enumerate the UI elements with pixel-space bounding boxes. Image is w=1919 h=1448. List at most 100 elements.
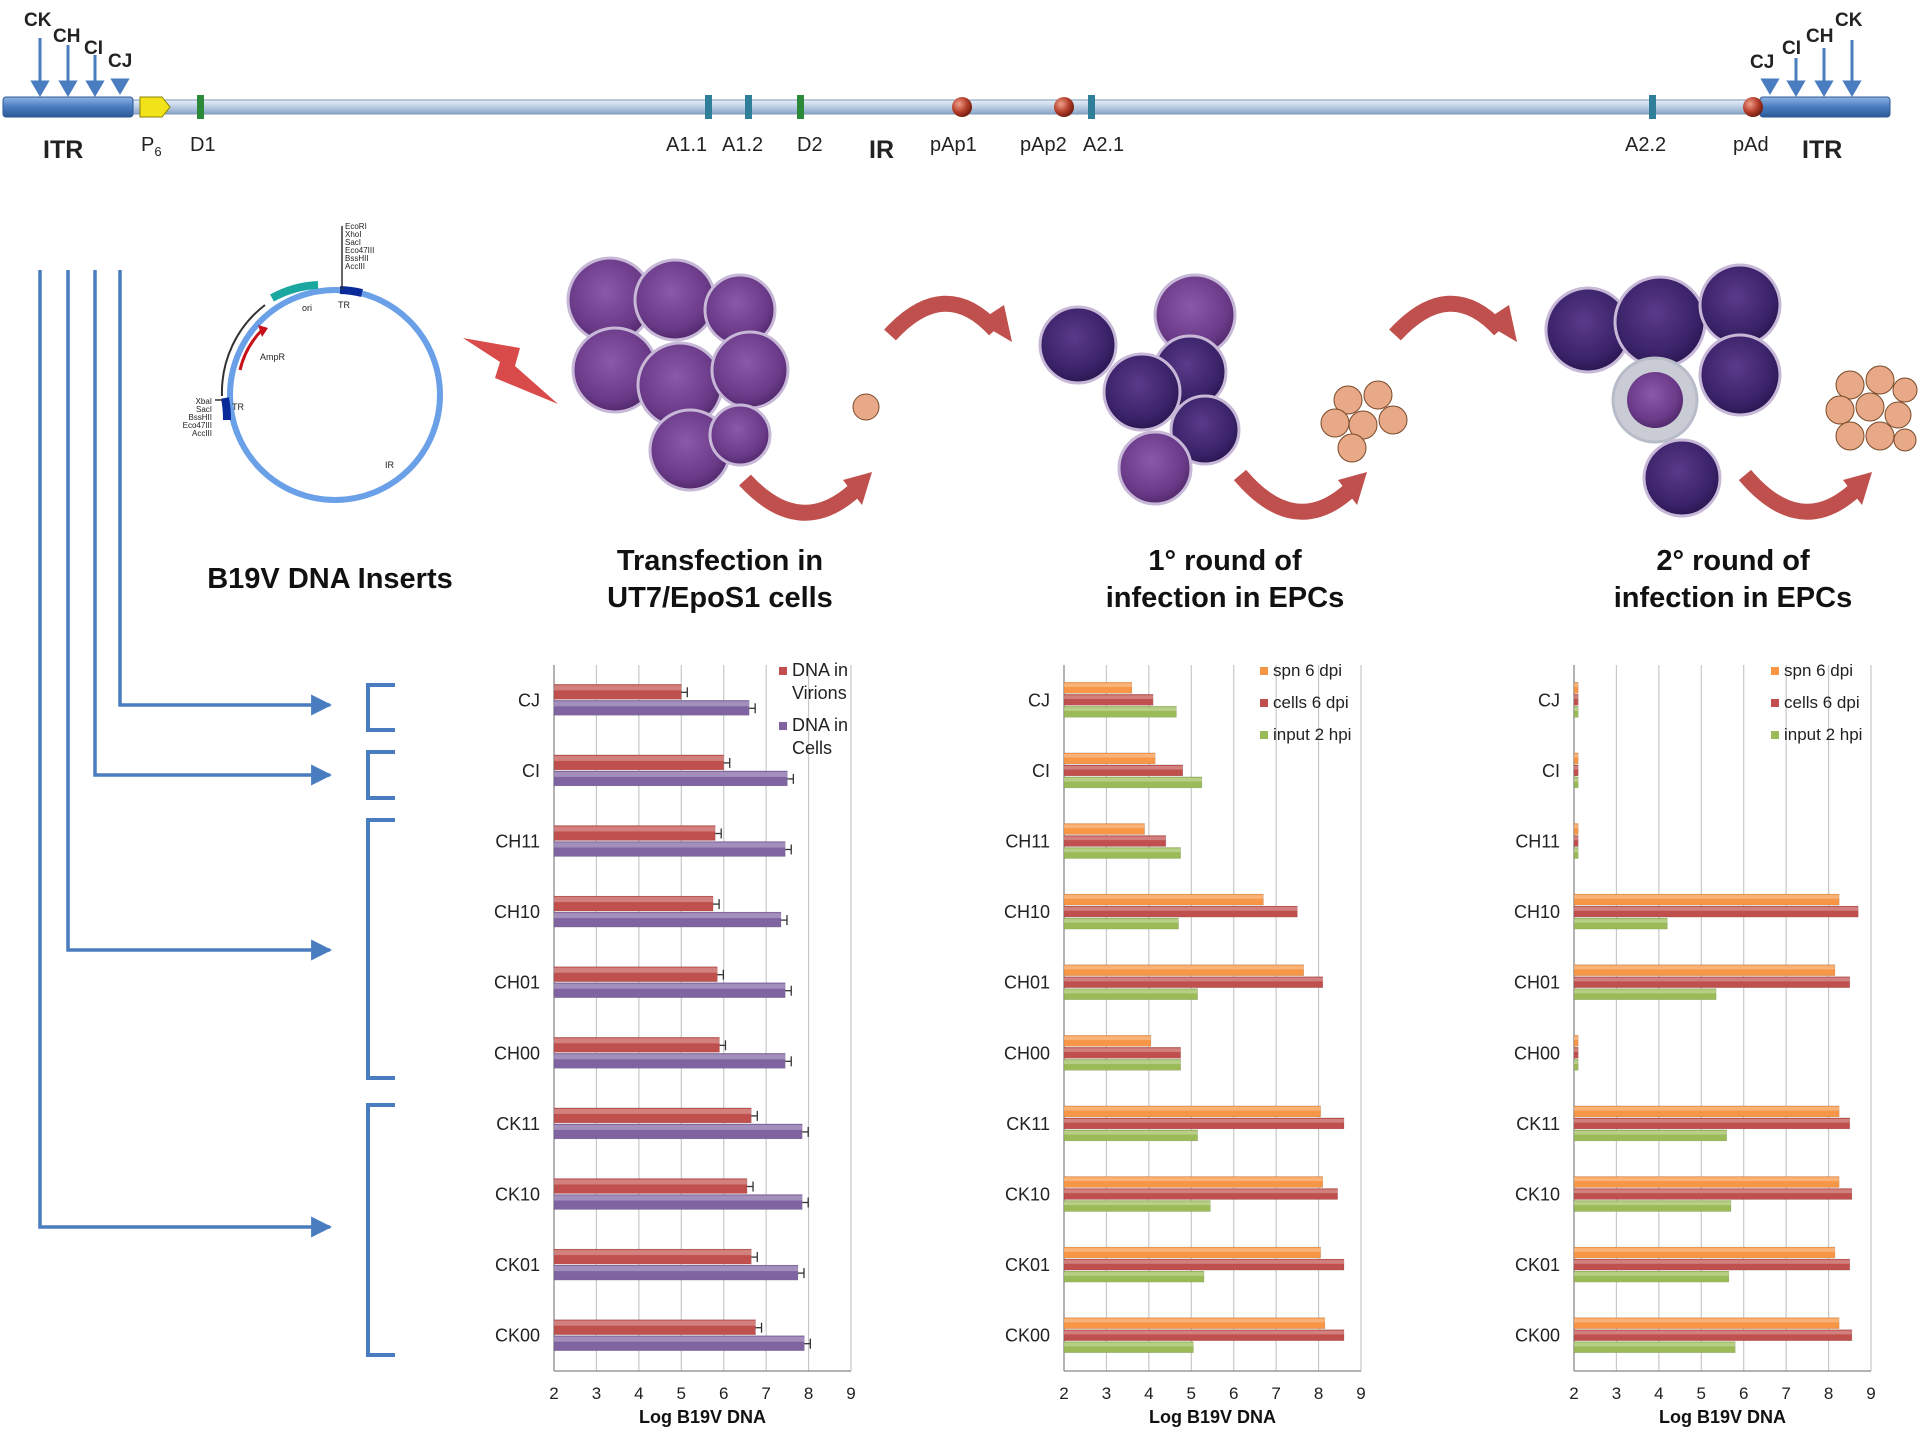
bar xyxy=(1063,1105,1321,1118)
site-label-pap2: pAp2 xyxy=(1020,134,1067,156)
category-label: CK11 xyxy=(1006,1114,1050,1134)
pap1-ball xyxy=(952,97,972,117)
plasmid-backbone-arc xyxy=(220,304,266,397)
bar-highlight xyxy=(1574,1318,1840,1323)
site-mark-a1-2 xyxy=(745,95,752,119)
chart-3: 2 3 4 5 6 7 8 9 Log B19V DNA CJ CI CH11 CH10 CH01 CH00… xyxy=(1514,661,1876,1427)
x-axis-label: Log B19V DNA xyxy=(639,1407,766,1427)
bar-highlight xyxy=(1064,1248,1321,1252)
bar-highlight xyxy=(554,1195,803,1201)
x-tick-label: 5 xyxy=(1187,1384,1196,1403)
legend-swatch xyxy=(1260,731,1268,739)
bar xyxy=(1573,1188,1853,1200)
itr-right-label: ITR xyxy=(1802,136,1843,164)
bar-highlight xyxy=(554,1108,752,1114)
bar xyxy=(1063,1176,1324,1188)
bar xyxy=(1063,1317,1326,1329)
site-label-pap1: pAp1 xyxy=(930,134,977,156)
category-label: CH11 xyxy=(495,832,540,852)
bar-highlight xyxy=(1574,1177,1840,1182)
category-label: CK00 xyxy=(1515,1326,1560,1346)
bar-highlight xyxy=(554,983,786,989)
legend-label: DNA in xyxy=(792,660,848,680)
bar xyxy=(1573,1270,1730,1283)
category-label: CH10 xyxy=(494,902,540,922)
category-label: CK11 xyxy=(496,1114,540,1134)
bar-highlight xyxy=(1574,695,1579,699)
bar-highlight xyxy=(1064,1106,1321,1111)
x-axis-label: Log B19V DNA xyxy=(1149,1407,1276,1427)
x-tick-label: 8 xyxy=(804,1384,813,1403)
connector-ch xyxy=(66,270,333,961)
bar-highlight xyxy=(554,685,682,691)
step-caption-round-1: 1° round of infection in EPCs xyxy=(1105,545,1345,614)
cells-transfection xyxy=(566,256,790,492)
legend-swatch xyxy=(1260,699,1268,707)
bar-highlight xyxy=(554,1336,805,1342)
site-label-a1-2: A1.2 xyxy=(722,134,764,156)
bar-highlight xyxy=(1574,1272,1729,1276)
site-label-d1: D1 xyxy=(190,134,216,156)
x-tick-label: 6 xyxy=(719,1384,728,1403)
site-mark-d1 xyxy=(197,95,204,119)
bar-highlight xyxy=(1064,1189,1338,1194)
bar-highlight xyxy=(1064,989,1198,994)
x-tick-label: 8 xyxy=(1824,1384,1833,1403)
plasmid-map xyxy=(215,226,443,503)
category-label: CK01 xyxy=(495,1255,540,1275)
bar xyxy=(1063,1047,1181,1059)
legend-swatch xyxy=(779,667,787,675)
bar xyxy=(1063,823,1145,835)
site-label-d2: D2 xyxy=(797,134,823,156)
bar xyxy=(1063,847,1181,859)
bar-highlight xyxy=(1064,895,1264,899)
virion-clusters xyxy=(852,365,1918,463)
category-label: CH10 xyxy=(1514,902,1560,922)
bar xyxy=(1573,1200,1732,1212)
bar xyxy=(1573,1035,1579,1047)
bar xyxy=(1063,1329,1345,1341)
bar xyxy=(1063,1258,1345,1271)
bar xyxy=(1573,1258,1851,1271)
x-tick-label: 3 xyxy=(1102,1384,1111,1403)
x-tick-label: 6 xyxy=(1739,1384,1748,1403)
category-label: CK01 xyxy=(1515,1255,1560,1275)
pap2-ball xyxy=(1054,97,1074,117)
ori-arc xyxy=(270,281,319,302)
genome-backbone xyxy=(131,99,1761,115)
plasmid-tr-top-label: TR xyxy=(338,300,350,310)
bar-highlight xyxy=(1574,1118,1850,1123)
x-tick-label: 2 xyxy=(1569,1384,1578,1403)
bracket-cj xyxy=(366,683,395,732)
connector-cj xyxy=(118,270,333,716)
bar xyxy=(1573,1129,1728,1142)
x-tick-label: 4 xyxy=(1654,1384,1663,1403)
bar-highlight xyxy=(1064,683,1132,687)
bar-highlight xyxy=(1064,977,1323,982)
bar xyxy=(1063,681,1133,694)
bar-highlight xyxy=(1574,848,1579,853)
plasmid-title: B19V DNA Inserts xyxy=(207,563,453,595)
category-label: CJ xyxy=(1028,690,1050,710)
bar-highlight xyxy=(1574,824,1579,829)
bar-highlight xyxy=(1574,1330,1852,1335)
electroporation-bolt-icon xyxy=(463,338,558,404)
bar-highlight xyxy=(1574,977,1850,982)
pad-ball xyxy=(1743,97,1763,117)
bracket-ch xyxy=(366,818,395,1080)
arrow-upper-2 xyxy=(1389,295,1506,341)
bar-highlight xyxy=(1064,765,1183,770)
bar-highlight xyxy=(1064,824,1145,829)
bar xyxy=(1063,835,1167,847)
bar-highlight xyxy=(554,1250,752,1256)
bar-highlight xyxy=(1064,1060,1181,1064)
bar-highlight xyxy=(1574,777,1579,782)
bar-highlight xyxy=(1064,1342,1194,1347)
bar xyxy=(1063,1341,1194,1353)
category-label: CH01 xyxy=(1004,973,1050,993)
category-label: CH11 xyxy=(1515,832,1560,852)
legend-swatch xyxy=(1260,667,1268,675)
bar xyxy=(1063,1059,1181,1071)
bar-highlight xyxy=(1064,965,1304,970)
legend-swatch xyxy=(1771,667,1779,675)
